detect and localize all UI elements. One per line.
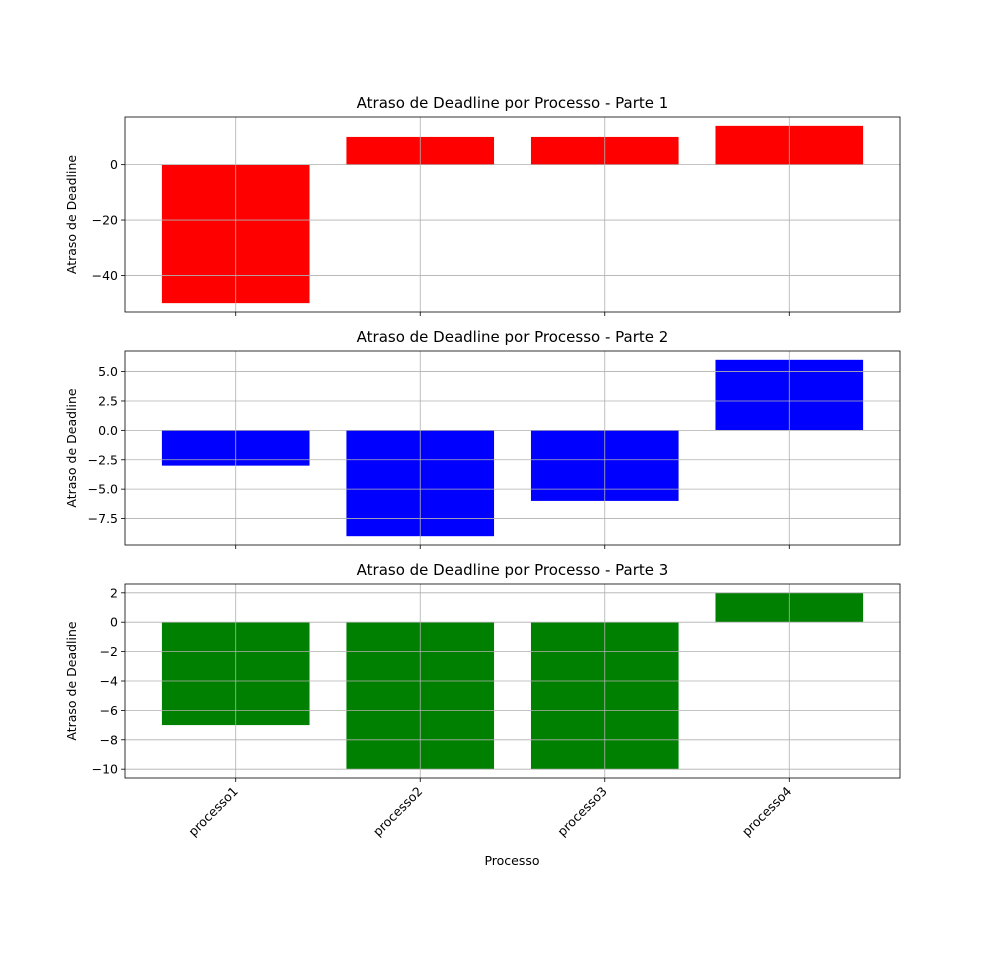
subplot-parte-2: 5.0 2.5 0.0 −2.5 −5.0 −7.5 Atraso de Deadline … [64, 328, 901, 549]
axes-frame [124, 116, 901, 313]
y-tick-label: −8 [100, 732, 118, 747]
y-axis-label: Atraso de Deadline [64, 155, 79, 275]
chart-title: Atraso de Deadline por Processo - Parte … [357, 328, 669, 346]
y-tick-label: 2.5 [98, 393, 118, 408]
axes-frame [124, 350, 901, 546]
y-tick-label: −2.5 [88, 452, 118, 467]
y-tick-label: 0.0 [98, 423, 118, 438]
y-tick-label: 0 [110, 157, 118, 172]
y-tick-label: 2 [110, 585, 118, 600]
y-axis-label: Atraso de Deadline [64, 388, 79, 508]
y-tick-label: −10 [92, 762, 118, 777]
subplot-parte-1: 0 −20 −40 Atraso de Deadline por Processo -… [64, 94, 901, 316]
y-tick-label: −4 [100, 674, 118, 689]
y-tick-label: −2 [100, 644, 118, 659]
y-tick-label: −40 [92, 268, 118, 283]
chart-title: Atraso de Deadline por Processo - Parte … [357, 94, 669, 112]
y-tick-label: 5.0 [98, 364, 118, 379]
chart-title: Atraso de Deadline por Processo - Parte … [357, 561, 669, 579]
y-tick-label: −6 [100, 703, 118, 718]
y-tick-label: −5.0 [88, 482, 118, 497]
y-axis-label: Atraso de Deadline [64, 621, 79, 741]
y-tick-label: −20 [92, 213, 118, 228]
y-tick-label: 0 [110, 615, 118, 630]
y-tick-label: −7.5 [88, 511, 118, 526]
x-axis-label: Processo [484, 853, 539, 868]
